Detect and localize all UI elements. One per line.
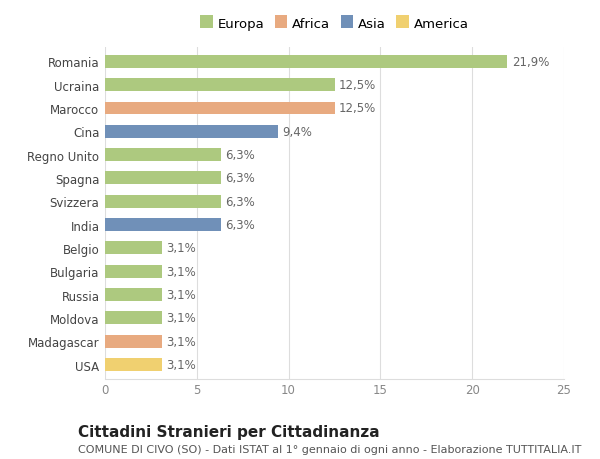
Bar	[105, 56, 507, 68]
Bar	[105, 242, 162, 255]
Text: 12,5%: 12,5%	[339, 102, 376, 115]
Text: 3,1%: 3,1%	[167, 265, 196, 278]
Text: 3,1%: 3,1%	[167, 312, 196, 325]
Text: COMUNE DI CIVO (SO) - Dati ISTAT al 1° gennaio di ogni anno - Elaborazione TUTTI: COMUNE DI CIVO (SO) - Dati ISTAT al 1° g…	[78, 444, 581, 454]
Bar	[105, 79, 335, 92]
Bar	[105, 289, 162, 301]
Bar	[105, 358, 162, 371]
Text: 12,5%: 12,5%	[339, 79, 376, 92]
Bar	[105, 265, 162, 278]
Bar	[105, 172, 221, 185]
Text: 3,1%: 3,1%	[167, 242, 196, 255]
Text: 6,3%: 6,3%	[225, 218, 255, 231]
Bar	[105, 126, 278, 138]
Legend: Europa, Africa, Asia, America: Europa, Africa, Asia, America	[198, 15, 471, 34]
Text: 6,3%: 6,3%	[225, 149, 255, 162]
Text: Cittadini Stranieri per Cittadinanza: Cittadini Stranieri per Cittadinanza	[78, 425, 380, 440]
Bar	[105, 149, 221, 162]
Bar	[105, 218, 221, 231]
Bar	[105, 102, 335, 115]
Text: 3,1%: 3,1%	[167, 358, 196, 371]
Text: 3,1%: 3,1%	[167, 335, 196, 348]
Text: 9,4%: 9,4%	[282, 125, 312, 139]
Text: 6,3%: 6,3%	[225, 196, 255, 208]
Bar	[105, 335, 162, 348]
Text: 21,9%: 21,9%	[512, 56, 549, 69]
Text: 6,3%: 6,3%	[225, 172, 255, 185]
Text: 3,1%: 3,1%	[167, 288, 196, 302]
Bar	[105, 312, 162, 325]
Bar	[105, 196, 221, 208]
